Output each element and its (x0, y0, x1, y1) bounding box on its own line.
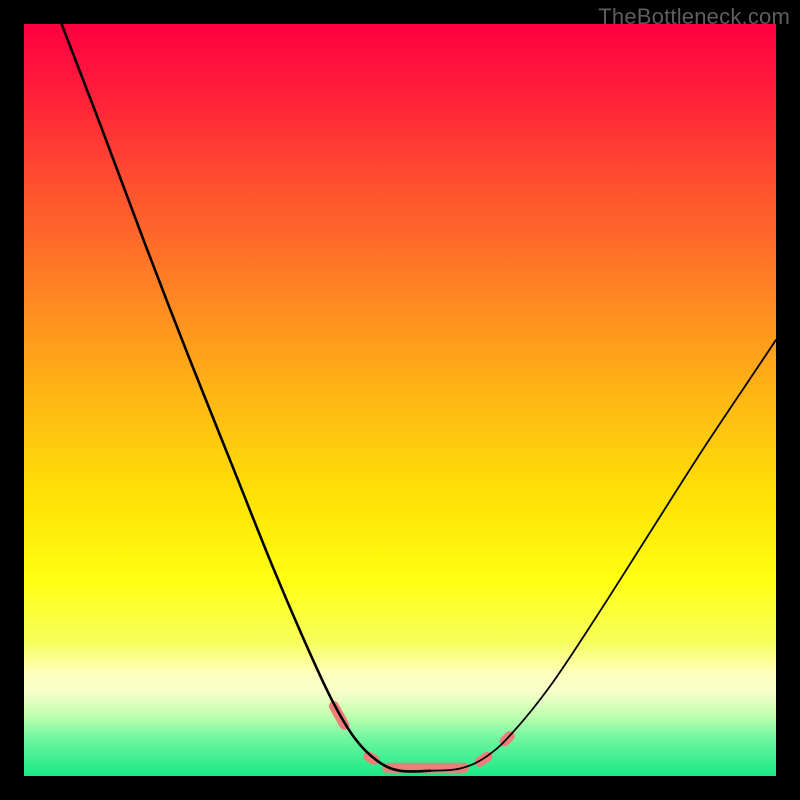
bottleneck-chart-svg (24, 24, 776, 776)
gradient-background (24, 24, 776, 776)
plot-area (24, 24, 776, 776)
chart-frame: TheBottleneck.com (0, 0, 800, 800)
